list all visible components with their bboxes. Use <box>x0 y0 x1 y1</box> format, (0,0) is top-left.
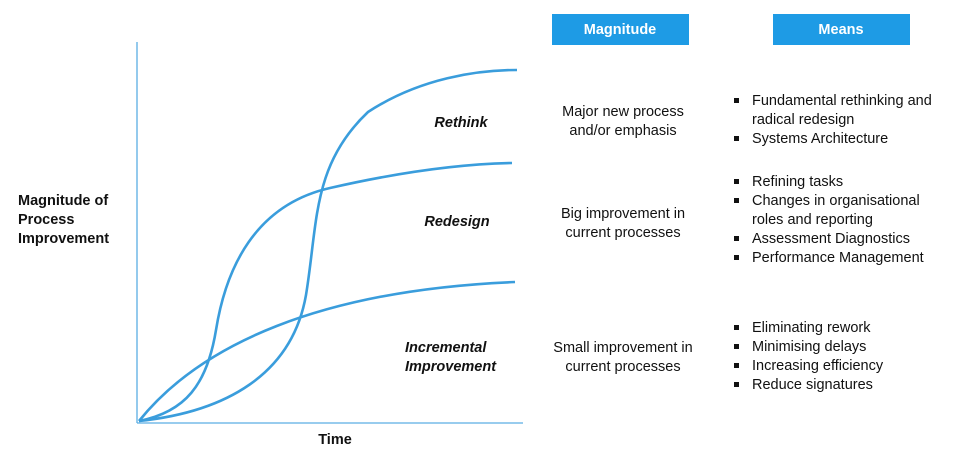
bullet <box>734 344 739 349</box>
curve-label: Incremental <box>405 340 487 356</box>
magnitude-text: current processes <box>565 359 680 375</box>
means-item: Changes in organisational <box>752 193 920 209</box>
curve-label: Redesign <box>424 214 489 230</box>
means-item: Increasing efficiency <box>752 358 884 374</box>
bullet <box>734 98 739 103</box>
y-axis-label: Improvement <box>18 231 109 247</box>
magnitude-text: Big improvement in <box>561 206 685 222</box>
curve-label: Rethink <box>434 115 488 131</box>
bullet <box>734 136 739 141</box>
curve-label: Improvement <box>405 359 497 375</box>
magnitude-text: and/or emphasis <box>569 123 676 139</box>
means-item: Refining tasks <box>752 174 843 190</box>
bullet <box>734 236 739 241</box>
y-axis-label: Magnitude of <box>18 193 108 209</box>
means-header-box <box>773 14 910 45</box>
bullet <box>734 255 739 260</box>
x-axis-label: Time <box>318 432 352 448</box>
magnitude-text: Small improvement in <box>553 340 692 356</box>
means-item: Assessment Diagnostics <box>752 231 910 247</box>
texts: Magnitude of Process Improvement Time Rethin… <box>18 22 932 448</box>
header: Means <box>818 22 863 38</box>
y-axis-label: Process <box>18 212 74 228</box>
means-item: Reduce signatures <box>752 377 873 393</box>
bullet <box>734 325 739 330</box>
means-item: radical redesign <box>752 112 854 128</box>
header: Magnitude <box>584 22 657 38</box>
bullet <box>734 363 739 368</box>
means-item: Minimising delays <box>752 339 866 355</box>
means-item: Fundamental rethinking and <box>752 93 932 109</box>
means-item: Eliminating rework <box>752 320 871 336</box>
bullet <box>734 179 739 184</box>
rethink-curve <box>138 68 518 423</box>
redesign-curve <box>138 161 513 423</box>
means-item: Performance Management <box>752 250 924 266</box>
magnitude-header-box <box>552 14 689 45</box>
incremental-curve <box>137 280 516 422</box>
means-item: roles and reporting <box>752 212 873 228</box>
magnitude-text: current processes <box>565 225 680 241</box>
means-item: Systems Architecture <box>752 131 888 147</box>
bullet <box>734 382 739 387</box>
magnitude-text: Major new process <box>562 104 684 120</box>
bullet <box>734 198 739 203</box>
